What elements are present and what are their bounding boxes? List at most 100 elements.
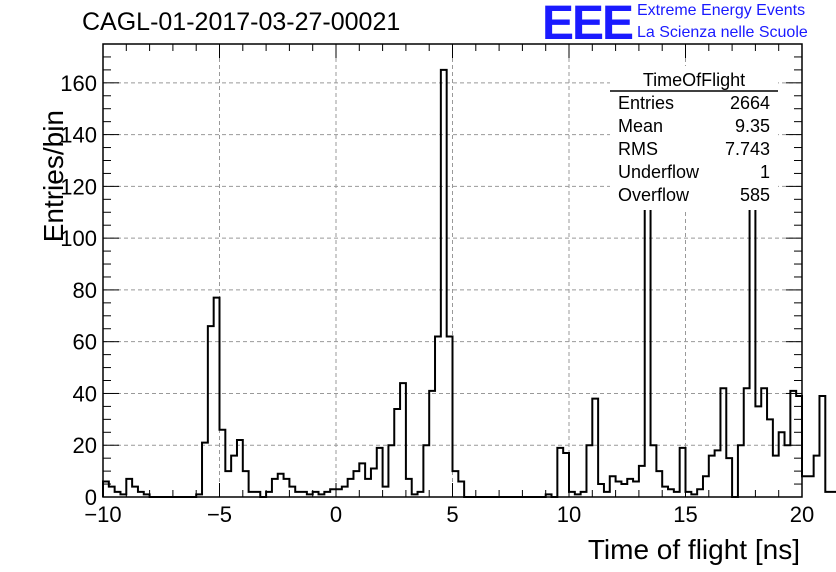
y-tick-label: 100 <box>60 226 97 251</box>
x-tick-label: 5 <box>446 502 458 527</box>
histogram-bin <box>598 484 604 497</box>
stats-value-rms: 7.743 <box>724 139 770 159</box>
histogram-bin <box>709 456 715 497</box>
histogram-bin <box>767 419 773 497</box>
stats-value-mean: 9.35 <box>734 116 770 136</box>
histogram-bin <box>214 298 220 497</box>
histogram-bin <box>284 479 290 497</box>
stats-label-rms: RMS <box>618 139 658 159</box>
histogram-bin <box>569 492 575 497</box>
histogram-bin <box>627 479 633 497</box>
histogram-bin <box>715 450 721 497</box>
x-tick-label: 10 <box>557 502 581 527</box>
histogram-bin <box>336 489 342 497</box>
histogram-bin <box>394 409 400 497</box>
stats-value-underflow: 1 <box>759 162 770 182</box>
x-tick-label: 15 <box>673 502 697 527</box>
logo-line-1: Extreme Energy Events <box>637 2 806 19</box>
histogram-bin <box>738 445 744 497</box>
histogram-bin <box>680 448 686 497</box>
histogram-bin <box>418 492 424 497</box>
histogram-bin <box>435 337 441 497</box>
histogram-bin <box>604 492 610 497</box>
histogram-bin <box>755 406 761 497</box>
stats-label-entries: Entries <box>618 93 675 113</box>
y-tick-label: 140 <box>60 123 97 148</box>
histogram-bin <box>441 70 447 497</box>
y-tick-label: 20 <box>73 433 97 458</box>
histogram-bin <box>581 492 587 497</box>
histogram-bin <box>377 448 383 497</box>
stats-box <box>610 66 778 210</box>
histogram-bin <box>330 489 336 497</box>
histogram-bin <box>400 383 406 497</box>
histogram-bin <box>621 484 627 497</box>
chart-title: CAGL-01-2017-03-27-00021 <box>82 8 401 36</box>
histogram-bin <box>249 492 255 497</box>
histogram-bin <box>342 487 348 497</box>
histogram-bin <box>278 474 284 497</box>
histogram-bin <box>819 396 825 497</box>
histogram-bin <box>266 492 272 497</box>
histogram-bin <box>453 471 459 497</box>
histogram-bin <box>365 479 371 497</box>
stats-value-overflow: 585 <box>739 185 770 205</box>
histogram-bin <box>289 487 295 497</box>
y-tick-label: 0 <box>85 485 97 510</box>
histogram-bin <box>686 492 692 497</box>
x-tick-label: −10 <box>84 502 121 527</box>
histogram-bin <box>779 432 785 497</box>
y-tick-label: 60 <box>73 330 97 355</box>
histogram-bin <box>313 492 319 497</box>
y-tick-label: 160 <box>60 71 97 96</box>
logo-line-2: La Scienza nelle Scuole <box>637 24 808 41</box>
histogram-bin <box>126 479 132 497</box>
histogram-bin <box>237 440 243 497</box>
stats-label-overflow: Overflow <box>618 185 690 205</box>
histogram-bin <box>744 388 750 497</box>
histogram-bin <box>295 492 301 497</box>
histogram-bin <box>563 453 569 497</box>
histogram-bin <box>645 194 651 497</box>
histogram-bin <box>773 456 779 497</box>
histogram-bin <box>703 476 709 497</box>
histogram-bin <box>785 445 791 497</box>
histogram-bin <box>651 445 657 497</box>
histogram-bin <box>592 399 598 497</box>
x-axis-label: Time of flight [ns] <box>587 534 800 565</box>
y-axis-label: Entries/bin <box>38 110 69 243</box>
histogram-bin <box>272 479 278 497</box>
histogram-bin <box>557 448 563 497</box>
histogram-bin <box>802 476 808 497</box>
histogram-bin <box>138 492 144 497</box>
x-tick-label: 20 <box>790 502 814 527</box>
histogram-bin <box>353 471 359 497</box>
histogram-bin <box>406 479 412 497</box>
histogram-bin <box>761 388 767 497</box>
histogram-bin <box>208 326 214 497</box>
stats-label-mean: Mean <box>618 116 664 136</box>
stats-label-underflow: Underflow <box>618 162 700 182</box>
x-tick-label: 0 <box>330 502 342 527</box>
histogram-bin <box>720 388 726 497</box>
histogram-bin <box>371 469 377 497</box>
y-tick-label: 40 <box>73 381 97 406</box>
histogram-bin <box>388 445 394 497</box>
histogram-bin <box>825 492 831 497</box>
histogram-bin <box>808 476 814 497</box>
histogram-bin <box>633 481 639 497</box>
histogram-bin <box>639 466 645 497</box>
histogram-bin <box>301 492 307 497</box>
histogram-bin <box>429 391 435 497</box>
histogram-bin <box>115 492 121 497</box>
histogram-bin <box>586 445 592 497</box>
histogram-bin <box>359 463 365 497</box>
histogram-bin <box>458 481 464 497</box>
histogram-bin <box>109 487 115 497</box>
histogram-bin <box>726 458 732 497</box>
histogram-bin <box>324 492 330 497</box>
histogram-bin <box>610 476 616 497</box>
histogram-bin <box>225 471 231 497</box>
histogram-bin <box>348 479 354 497</box>
